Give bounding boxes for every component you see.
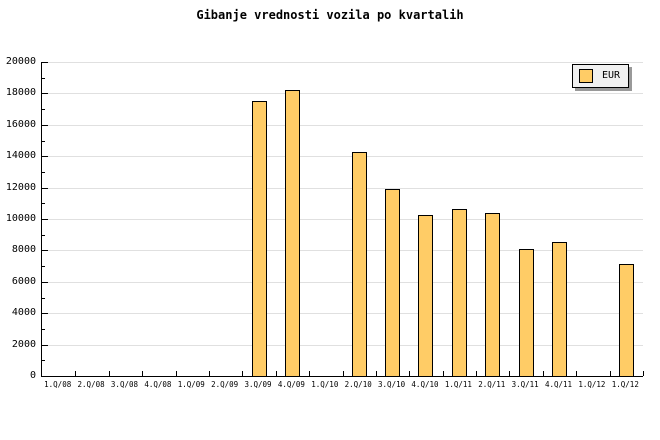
x-tick-label: 1.Q/12 [578, 380, 606, 389]
y-minor-tick [42, 266, 45, 268]
x-tick-label: 3.Q/08 [110, 380, 139, 389]
bar [418, 214, 434, 376]
bar [451, 209, 467, 376]
y-gridline [42, 93, 643, 95]
y-tick-label: 0 [29, 370, 36, 381]
y-minor-tick [42, 77, 45, 79]
x-tick-label: 1.Q/09 [177, 380, 205, 389]
y-major-tick [42, 219, 48, 220]
chart-title: Gibanje vrednosti vozila po kvartalih [196, 8, 464, 22]
x-tick [509, 371, 510, 376]
y-major-tick [42, 344, 48, 346]
x-tick-label: 2.Q/09 [211, 380, 239, 389]
x-tick-label: 3.Q/11 [511, 380, 539, 389]
y-gridline [42, 187, 643, 189]
y-gridline [42, 344, 643, 346]
y-gridline [42, 156, 643, 158]
x-tick [543, 371, 544, 376]
x-tick [242, 371, 243, 376]
x-tick-label: 1.Q/12 [611, 380, 639, 389]
y-tick-label: 10000 [5, 213, 36, 224]
x-tick [276, 371, 277, 376]
bar [351, 152, 367, 376]
y-minor-tick [42, 297, 45, 299]
bar [284, 90, 300, 376]
x-tick [576, 371, 577, 376]
x-tick-label: 4.Q/08 [144, 380, 172, 389]
y-major-tick [42, 313, 48, 315]
bar [618, 263, 634, 376]
y-major-tick [42, 93, 48, 95]
y-tick-label: 8000 [11, 244, 36, 256]
x-tick [75, 371, 76, 376]
y-tick-label: 16000 [5, 118, 36, 130]
y-minor-tick [42, 109, 45, 111]
y-major-tick [42, 281, 48, 283]
y-minor-tick [42, 140, 45, 142]
y-minor-tick [42, 360, 45, 362]
y-gridline [42, 313, 643, 315]
x-tick [443, 371, 444, 376]
bar [251, 101, 267, 376]
x-tick [610, 371, 611, 376]
x-tick-label: 1.Q/10 [311, 380, 339, 389]
y-tick-label: 6000 [11, 275, 36, 287]
x-tick [476, 371, 477, 376]
x-tick-label: 2.Q/10 [344, 380, 372, 389]
x-tick [376, 371, 377, 376]
x-tick [176, 371, 177, 376]
legend-label: EUR [602, 70, 621, 81]
bar [385, 188, 401, 376]
y-minor-tick [42, 203, 45, 205]
x-tick-label: 2.Q/11 [478, 380, 506, 389]
y-gridline [42, 250, 643, 252]
x-tick-label: 3.Q/10 [378, 380, 406, 389]
y-gridline [42, 281, 643, 283]
x-tick [142, 371, 143, 376]
y-tick-label: 2000 [11, 338, 36, 350]
x-tick-label: 4.Q/10 [411, 380, 439, 389]
bar [518, 249, 534, 376]
x-tick-label: 2.Q/08 [77, 380, 105, 389]
y-major-tick [42, 187, 48, 189]
plot-area [41, 62, 644, 377]
x-tick [343, 371, 344, 376]
x-tick [643, 371, 644, 376]
y-major-tick [42, 124, 48, 126]
y-major-tick [42, 156, 48, 158]
y-tick-label: 14000 [5, 150, 36, 162]
x-tick [409, 371, 410, 376]
y-tick-label: 4000 [11, 307, 36, 319]
y-tick-label: 18000 [5, 87, 36, 99]
y-major-tick [42, 250, 48, 252]
y-gridline [42, 62, 643, 63]
legend: EUR [572, 64, 630, 88]
y-gridline [42, 124, 643, 126]
bar [552, 241, 568, 376]
y-tick-label: 12000 [5, 181, 36, 193]
y-gridline [42, 219, 643, 220]
x-tick-label: 4.Q/09 [277, 380, 305, 389]
x-tick-label: 1.Q/11 [444, 380, 472, 389]
x-tick-label: 3.Q/09 [244, 380, 272, 389]
x-tick [309, 371, 310, 376]
x-tick [209, 371, 210, 376]
x-tick [109, 371, 110, 376]
legend-swatch [579, 69, 593, 83]
bar [485, 213, 501, 376]
y-minor-tick [42, 171, 45, 173]
x-tick-label: 4.Q/11 [544, 380, 573, 389]
y-tick-label: 20000 [5, 56, 36, 67]
y-minor-tick [42, 234, 45, 236]
y-major-tick [42, 62, 48, 63]
y-minor-tick [42, 328, 45, 330]
x-tick-label: 1.Q/08 [44, 380, 72, 389]
